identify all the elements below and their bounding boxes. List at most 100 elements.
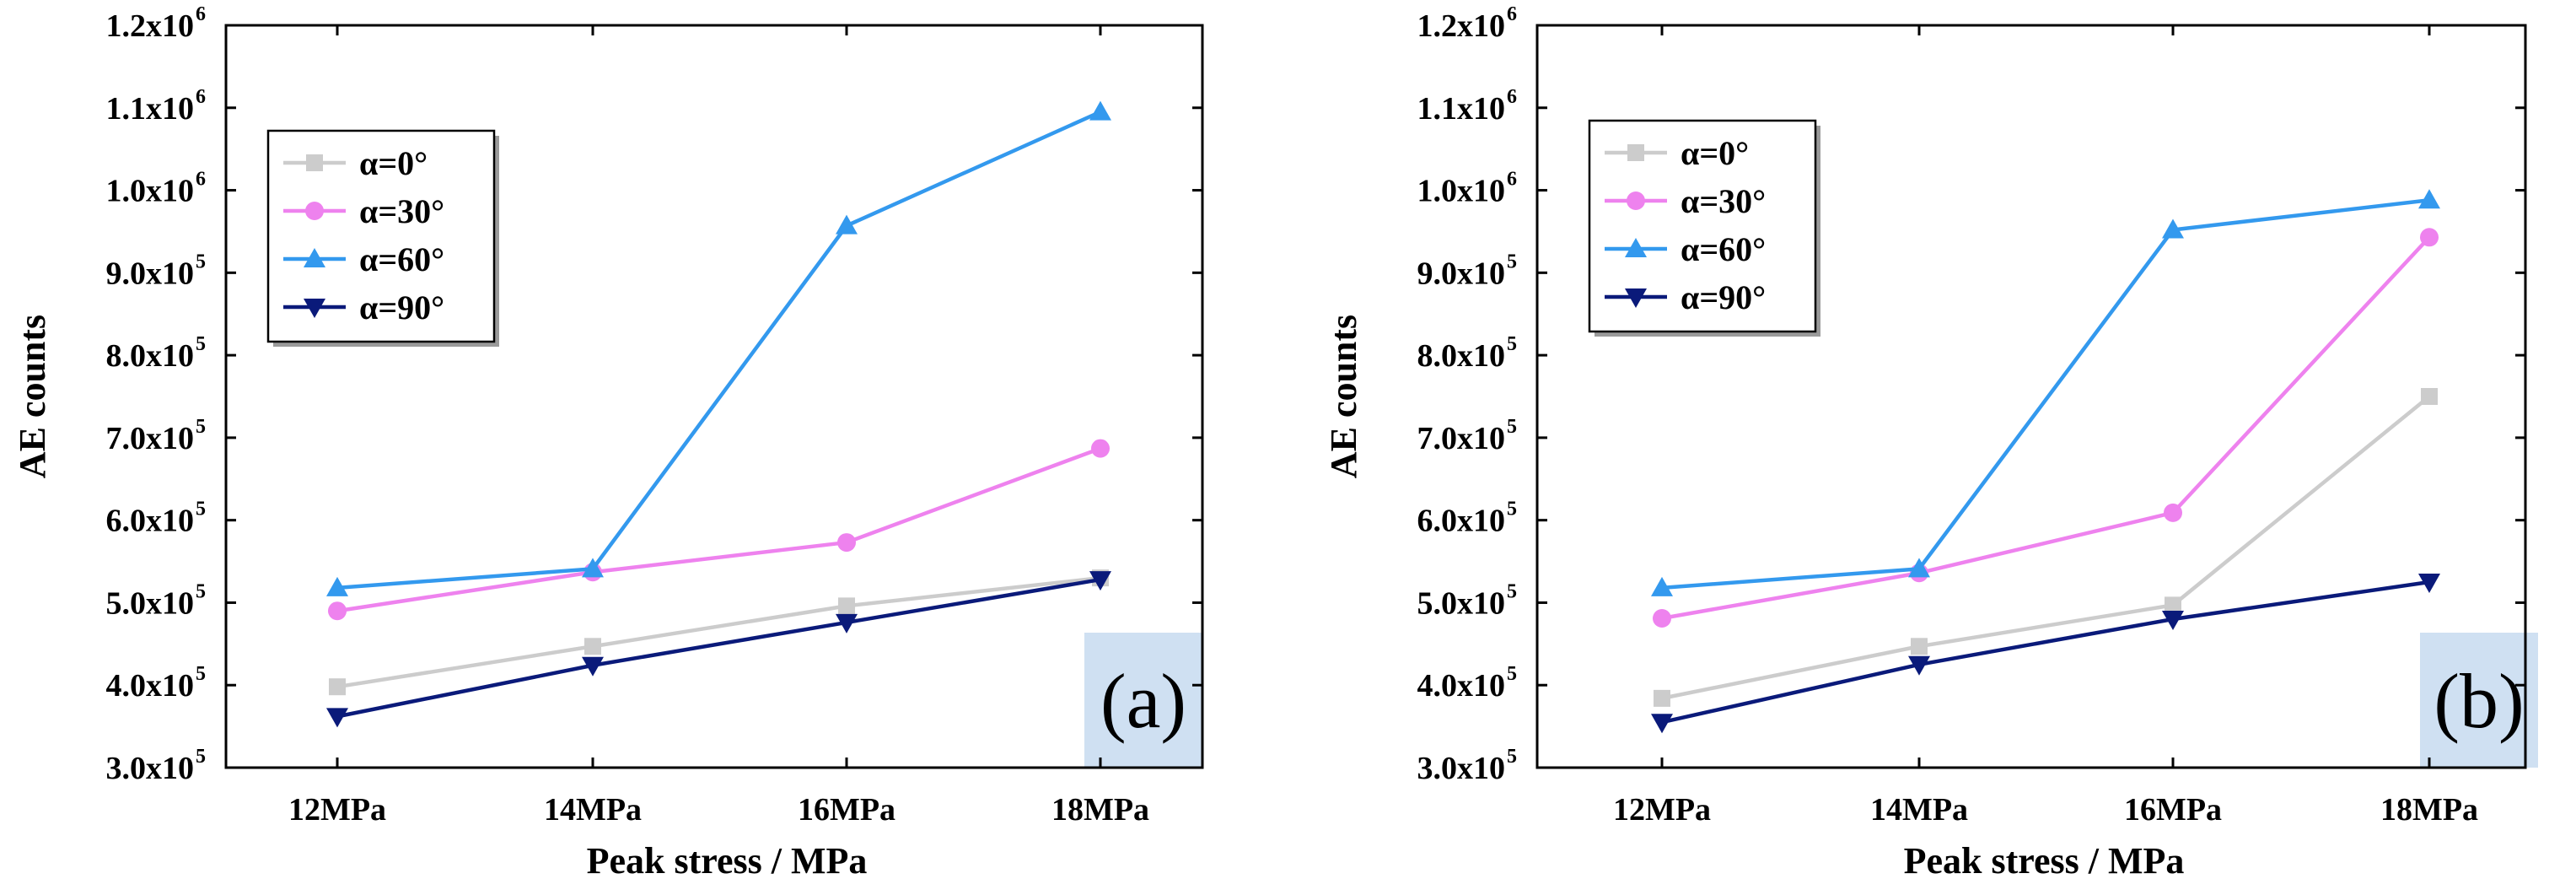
series-line-0 xyxy=(1661,395,2431,701)
y-axis-title: AE counts xyxy=(1323,315,1364,478)
legend-marker xyxy=(305,202,324,220)
y-tick-label: 1.0x10 xyxy=(1417,174,1506,209)
y-tick-label: 1.2x10 xyxy=(106,8,195,44)
series-line-3 xyxy=(336,577,1101,719)
data-point xyxy=(582,656,604,677)
data-point xyxy=(1089,571,1111,591)
legend-label: α=90° xyxy=(1681,278,1766,316)
y-tick-exponent: 5 xyxy=(1507,251,1517,272)
y-tick-label: 7.0x10 xyxy=(106,421,195,456)
data-point xyxy=(1908,655,1930,676)
data-point xyxy=(1653,609,1671,628)
legend-marker xyxy=(1627,191,1645,210)
x-tick-label: 12MPa xyxy=(288,792,386,828)
data-point xyxy=(2162,218,2184,239)
y-tick-exponent: 6 xyxy=(196,86,206,108)
y-tick-exponent: 5 xyxy=(1507,663,1517,685)
y-tick-label: 3.0x10 xyxy=(1417,751,1506,786)
y-axis-title: AE counts xyxy=(12,315,53,478)
y-tick-label: 8.0x10 xyxy=(1417,338,1506,374)
y-tick-exponent: 5 xyxy=(196,663,206,685)
y-tick-label: 9.0x10 xyxy=(1417,256,1506,291)
series-line-2 xyxy=(336,110,1101,590)
data-point xyxy=(582,558,604,578)
y-tick-exponent: 6 xyxy=(196,169,206,191)
series-line-1 xyxy=(1661,235,2431,621)
data-point xyxy=(326,708,348,728)
data-point xyxy=(1651,714,1673,734)
plot-frame xyxy=(224,24,1204,769)
series-line-3 xyxy=(1661,580,2430,725)
series-line-0 xyxy=(336,575,1101,689)
legend-label: α=0° xyxy=(359,144,428,182)
y-tick-label: 7.0x10 xyxy=(1417,421,1506,456)
panel-label-box xyxy=(1084,633,1202,768)
data-point xyxy=(1911,638,1928,655)
y-tick-exponent: 6 xyxy=(1507,169,1517,191)
legend-label: α=30° xyxy=(1681,182,1766,220)
legend-label: α=60° xyxy=(1681,230,1766,268)
x-tick-label: 18MPa xyxy=(2380,792,2478,828)
y-tick-label: 1.2x10 xyxy=(1417,8,1506,44)
y-tick-exponent: 5 xyxy=(1507,416,1517,438)
plot-frame xyxy=(1535,24,2527,769)
legend-marker xyxy=(304,248,325,267)
data-point xyxy=(2165,596,2181,614)
data-point xyxy=(2162,611,2184,630)
data-point xyxy=(2418,189,2440,209)
legend-marker xyxy=(1625,288,1647,308)
y-tick-exponent: 5 xyxy=(196,499,206,520)
data-point xyxy=(584,638,601,655)
data-point xyxy=(2421,388,2438,405)
panel-label: (b) xyxy=(2433,658,2524,744)
data-point xyxy=(2418,574,2440,593)
data-point xyxy=(838,597,855,615)
x-tick-label: 16MPa xyxy=(2124,792,2222,828)
data-point xyxy=(1091,439,1110,458)
y-tick-exponent: 5 xyxy=(1507,499,1517,520)
legend-label: α=30° xyxy=(359,192,444,230)
y-tick-exponent: 5 xyxy=(1507,333,1517,355)
legend-marker xyxy=(1627,144,1644,161)
data-point xyxy=(2420,228,2439,247)
data-point xyxy=(1908,558,1930,578)
series-line-1 xyxy=(336,446,1101,613)
data-point xyxy=(836,214,858,235)
x-axis-title: Peak stress / MPa xyxy=(587,840,868,882)
y-tick-label: 1.1x10 xyxy=(106,91,195,127)
y-tick-label: 5.0x10 xyxy=(1417,585,1506,621)
y-tick-label: 6.0x10 xyxy=(1417,504,1506,539)
x-tick-label: 12MPa xyxy=(1613,792,1711,828)
panel-label-box xyxy=(2420,633,2538,768)
legend-label: α=60° xyxy=(359,240,444,278)
y-tick-label: 1.0x10 xyxy=(106,174,195,209)
panel-label: (a) xyxy=(1100,658,1186,744)
data-point xyxy=(837,533,856,553)
y-tick-exponent: 5 xyxy=(1507,746,1517,768)
x-tick-label: 14MPa xyxy=(1870,792,1968,828)
y-tick-label: 3.0x10 xyxy=(106,751,195,786)
y-tick-exponent: 5 xyxy=(196,746,206,768)
x-tick-label: 14MPa xyxy=(544,792,642,828)
legend-marker xyxy=(1625,238,1647,257)
x-tick-label: 18MPa xyxy=(1051,792,1149,828)
y-tick-exponent: 6 xyxy=(1507,3,1517,25)
data-point xyxy=(329,678,346,696)
data-point xyxy=(2164,503,2182,522)
data-point xyxy=(836,613,858,634)
chart-panel-a: 3.0x10 54.0x10 55.0x10 56.0x10 57.0x10 58.0x1… xyxy=(12,3,1204,882)
chart-panel-b: 3.0x10 54.0x10 55.0x10 56.0x10 57.0x10 58.0x1… xyxy=(1323,3,2538,882)
y-tick-exponent: 5 xyxy=(196,333,206,355)
x-axis-title: Peak stress / MPa xyxy=(1904,840,2185,882)
y-tick-label: 4.0x10 xyxy=(1417,668,1506,704)
legend-marker xyxy=(306,154,323,171)
data-point xyxy=(1654,689,1670,707)
y-tick-exponent: 6 xyxy=(1507,86,1517,108)
y-tick-label: 8.0x10 xyxy=(106,338,195,374)
y-tick-label: 1.1x10 xyxy=(1417,91,1506,127)
data-point xyxy=(328,601,347,621)
series-line-2 xyxy=(1661,198,2430,590)
y-tick-label: 4.0x10 xyxy=(106,668,195,704)
